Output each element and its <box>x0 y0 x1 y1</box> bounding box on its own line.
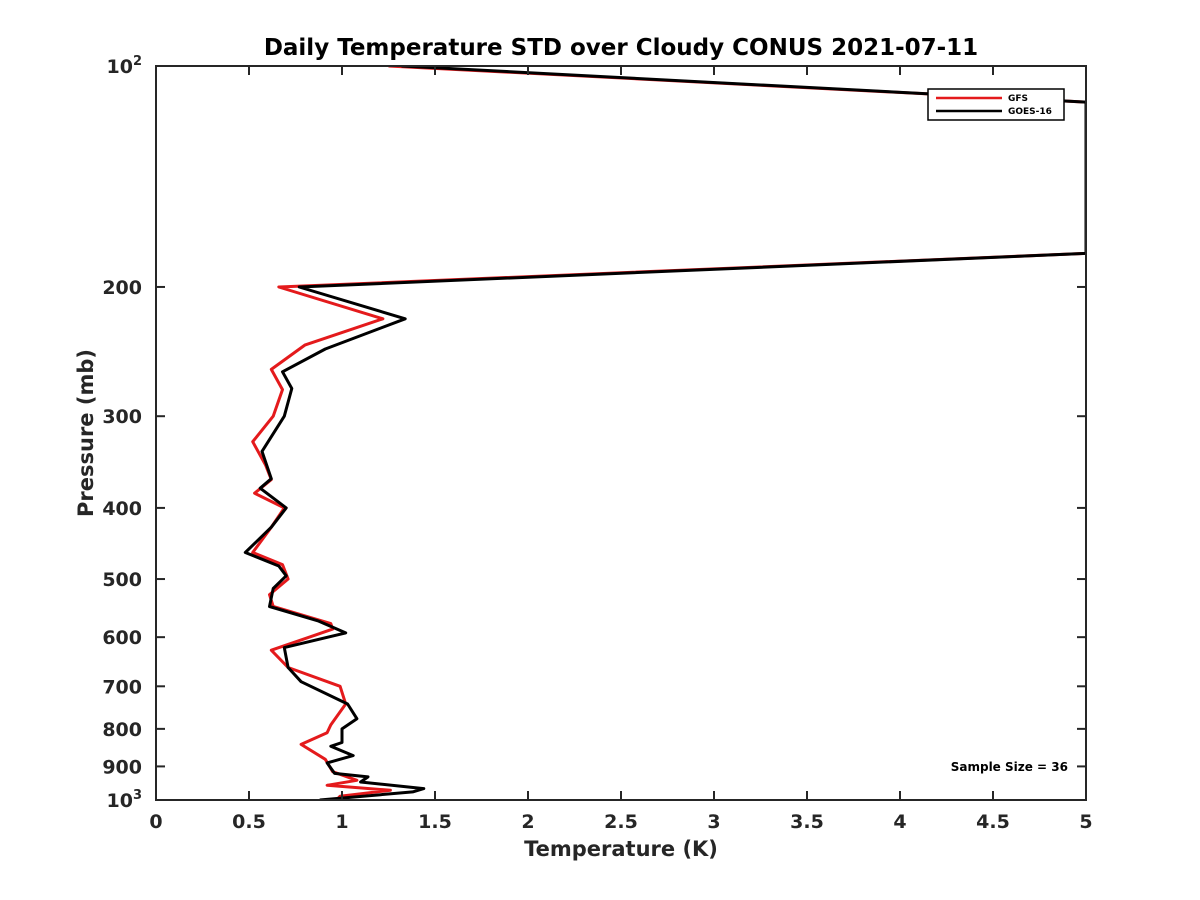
x-axis-label: Temperature (K) <box>524 837 718 861</box>
x-tick-label: 3.5 <box>790 811 824 833</box>
y-tick-label: 700 <box>102 676 142 698</box>
x-tick-label: 0 <box>149 811 162 833</box>
x-tick-label: 2.5 <box>604 811 638 833</box>
series-line-goes16 <box>243 66 1086 800</box>
y-tick-label: 102 <box>107 54 143 78</box>
axes-frame <box>155 65 1087 801</box>
x-tick-label: 1 <box>335 811 348 833</box>
series-line-gfs <box>251 66 1086 800</box>
y-axis-label: Pressure (mb) <box>74 349 98 517</box>
y-tick-label: 103 <box>107 788 143 812</box>
y-axis: 102 200 300 400 500 600 700 800 900 103 <box>102 54 1086 812</box>
legend-label-goes16: GOES-16 <box>1008 107 1052 117</box>
legend-label-gfs: GFS <box>1008 94 1028 104</box>
chart-title: Daily Temperature STD over Cloudy CONUS … <box>264 35 978 61</box>
sample-size-annotation: Sample Size = 36 <box>951 760 1068 774</box>
plot-area <box>155 65 1087 801</box>
series-layer <box>243 66 1086 800</box>
x-tick-label: 4.5 <box>976 811 1010 833</box>
y-tick-label: 600 <box>102 627 142 649</box>
legend: GFS GOES-16 <box>927 88 1065 121</box>
legend-box <box>927 88 1065 121</box>
x-tick-label: 5 <box>1079 811 1092 833</box>
x-axis: 0 0.5 1 1.5 2 2.5 3 3.5 4 4.5 5 <box>149 66 1093 833</box>
x-tick-label: 3 <box>707 811 720 833</box>
x-tick-label: 4 <box>893 811 906 833</box>
y-tick-label: 900 <box>102 756 142 778</box>
x-tick-label: 2 <box>521 811 534 833</box>
y-tick-label: 500 <box>102 569 142 591</box>
x-tick-label: 1.5 <box>418 811 452 833</box>
y-tick-label: 200 <box>102 277 142 299</box>
y-tick-label: 300 <box>102 406 142 428</box>
y-tick-label: 800 <box>102 719 142 741</box>
x-tick-label: 0.5 <box>232 811 266 833</box>
y-tick-label: 400 <box>102 498 142 520</box>
